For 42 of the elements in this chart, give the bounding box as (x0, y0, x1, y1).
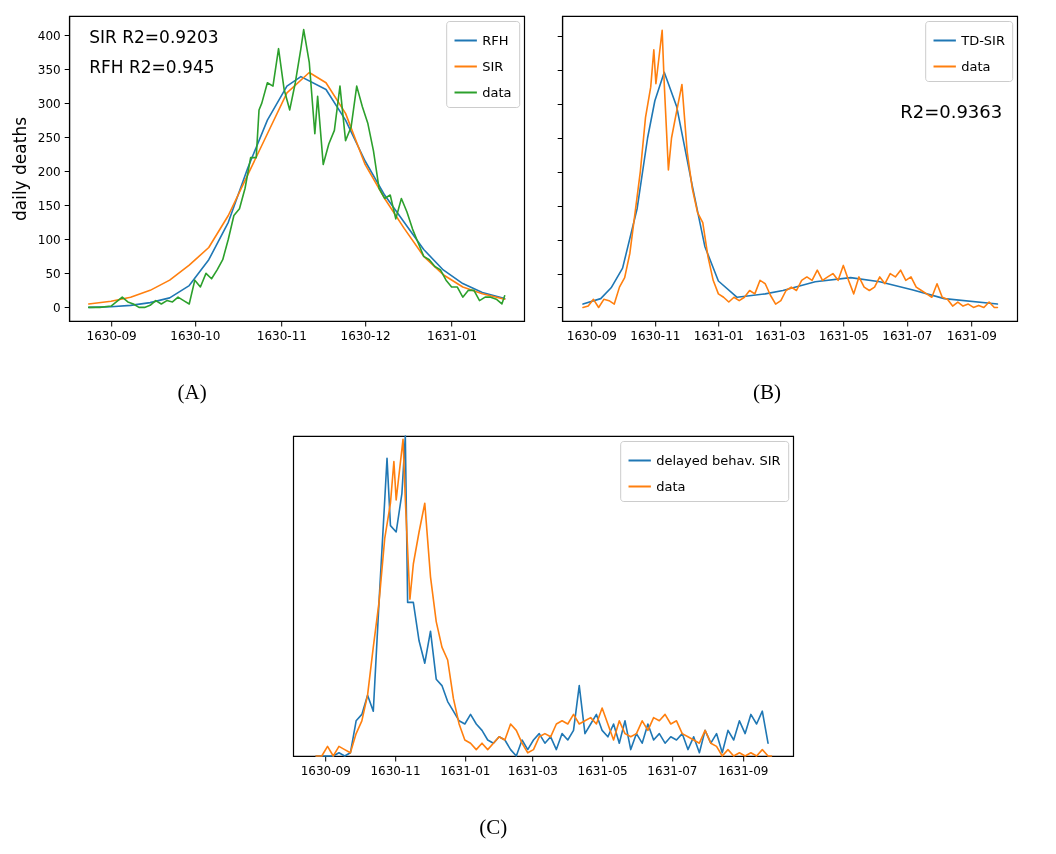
legend-label: data (961, 58, 991, 74)
text: (B) (752, 380, 781, 404)
y-tick-label: 100 (37, 232, 61, 247)
x-tick-label: 1631-07 (882, 328, 933, 343)
x-tick-label: 1630-09 (300, 763, 351, 778)
y-tick-label: 300 (37, 96, 61, 111)
x-tick-label: 1631-07 (647, 763, 698, 778)
text: (A) (177, 380, 207, 404)
x-tick-label: 1630-11 (630, 328, 681, 343)
legend-label: data (656, 478, 686, 494)
x-tick-label: 1630-10 (170, 328, 221, 343)
x-tick-label: 1631-09 (946, 328, 997, 343)
y-tick-label: 0 (53, 300, 61, 315)
y-tick-label: 400 (37, 28, 61, 43)
x-tick-label: 1630-11 (370, 763, 421, 778)
legend-label: RFH (482, 32, 509, 48)
y-tick-label: 200 (37, 164, 61, 179)
x-tick-label: 1630-09 (86, 328, 137, 343)
x-tick-label: 1631-01 (440, 763, 491, 778)
y-tick-label: 150 (37, 198, 61, 213)
legend-label: delayed behav. SIR (656, 452, 781, 468)
x-tick-label: 1631-01 (693, 328, 744, 343)
y-tick-label: 50 (45, 266, 61, 281)
y-tick-label: 350 (37, 62, 61, 77)
x-tick-label: 1631-09 (718, 763, 769, 778)
y-axis-title: daily deaths (9, 116, 30, 222)
y-tick-label: 250 (37, 130, 61, 145)
legend-label: SIR (482, 58, 504, 74)
text: (C) (479, 815, 508, 839)
x-tick-label: 1631-03 (755, 328, 806, 343)
x-tick-label: 1631-03 (507, 763, 558, 778)
legend-label: TD-SIR (960, 32, 1005, 48)
x-tick-label: 1630-11 (256, 328, 307, 343)
legend-label: data (482, 84, 512, 100)
annotation: SIR R2=0.9203 (89, 27, 219, 47)
x-tick-label: 1631-05 (577, 763, 628, 778)
x-tick-label: 1631-01 (427, 328, 478, 343)
x-tick-label: 1630-12 (340, 328, 391, 343)
x-tick-label: 1630-09 (566, 328, 617, 343)
annotation: RFH R2=0.945 (89, 57, 215, 77)
x-tick-label: 1631-05 (818, 328, 869, 343)
annotation: R2=0.9363 (900, 101, 1003, 122)
